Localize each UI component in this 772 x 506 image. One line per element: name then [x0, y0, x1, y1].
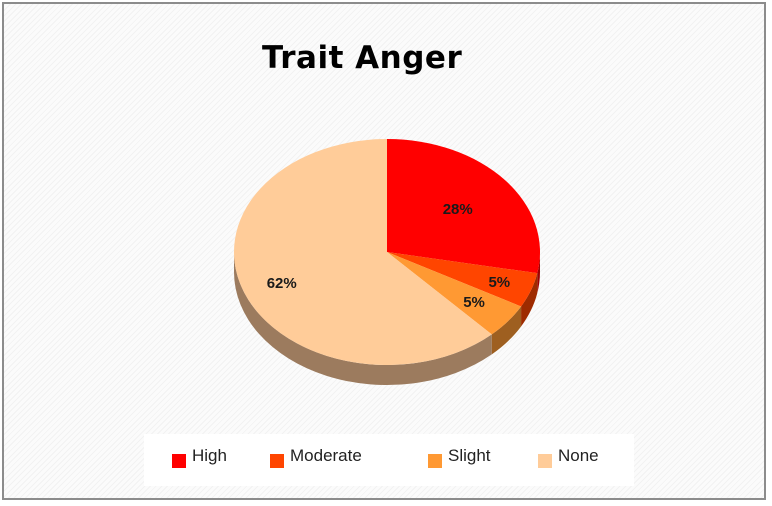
chart-title: Trait Anger — [262, 40, 463, 76]
pie-slice-none — [233, 139, 492, 365]
data-label-slight: 5% — [463, 294, 485, 311]
pie-chart: 28% 5%5% 62% — [233, 139, 541, 385]
pie-side-slight — [491, 306, 522, 355]
legend-swatch-slight — [428, 454, 442, 468]
pie-slice-slight — [387, 252, 522, 335]
legend-label-moderate: Moderate — [290, 446, 362, 465]
data-label-moderate: 5% — [488, 274, 510, 291]
pie-slice-moderate — [387, 252, 538, 307]
legend-swatch-moderate — [270, 454, 284, 468]
legend-label-slight: Slight — [448, 446, 491, 465]
pie-side-moderate — [521, 273, 538, 327]
pie-slice-high — [387, 139, 541, 274]
data-label-none: 62% — [267, 275, 297, 292]
data-label-high: 28% — [443, 201, 473, 218]
pie-depth — [234, 252, 540, 385]
pie-side-none — [234, 252, 492, 385]
legend-label-none: None — [558, 446, 599, 465]
legend-swatch-none — [538, 454, 552, 468]
legend-label-high: High — [192, 446, 227, 465]
pie-slices — [233, 139, 541, 365]
legend: High Moderate Slight None — [144, 434, 634, 486]
pie-side-high — [537, 252, 540, 294]
legend-swatch-high — [172, 454, 186, 468]
pie-data-labels: 28% 5%5% 62% — [267, 201, 510, 311]
chart-frame: Trait Anger 28% 5% 5% 62% High Moderate Sli… — [2, 2, 766, 500]
